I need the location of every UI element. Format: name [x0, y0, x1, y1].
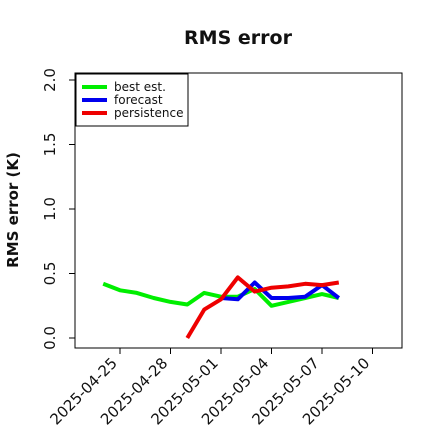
y-axis-label: RMS error (K) — [4, 152, 22, 268]
legend-label: persistence — [114, 106, 183, 120]
x-axis: 2025-04-252025-04-282025-05-012025-05-04… — [46, 348, 373, 428]
plot-frame — [74, 72, 403, 349]
y-tick-label: 1.0 — [41, 197, 59, 221]
series-line-forecast — [220, 280, 341, 302]
series-layer — [102, 275, 341, 340]
y-tick-label: 0.5 — [41, 262, 59, 286]
chart-title: RMS error — [184, 27, 293, 49]
y-tick-label: 0.0 — [41, 326, 59, 350]
y-tick-label: 2.0 — [41, 68, 59, 92]
plot-area — [74, 72, 403, 349]
legend-label: forecast — [114, 93, 163, 107]
legend-label: best est. — [114, 80, 166, 94]
y-axis: 0.0 0.5 1.0 1.5 2.0 — [41, 68, 75, 350]
y-tick-label: 1.5 — [41, 133, 59, 157]
series-line-persistence — [185, 275, 340, 340]
series-line-best-est — [102, 281, 340, 308]
